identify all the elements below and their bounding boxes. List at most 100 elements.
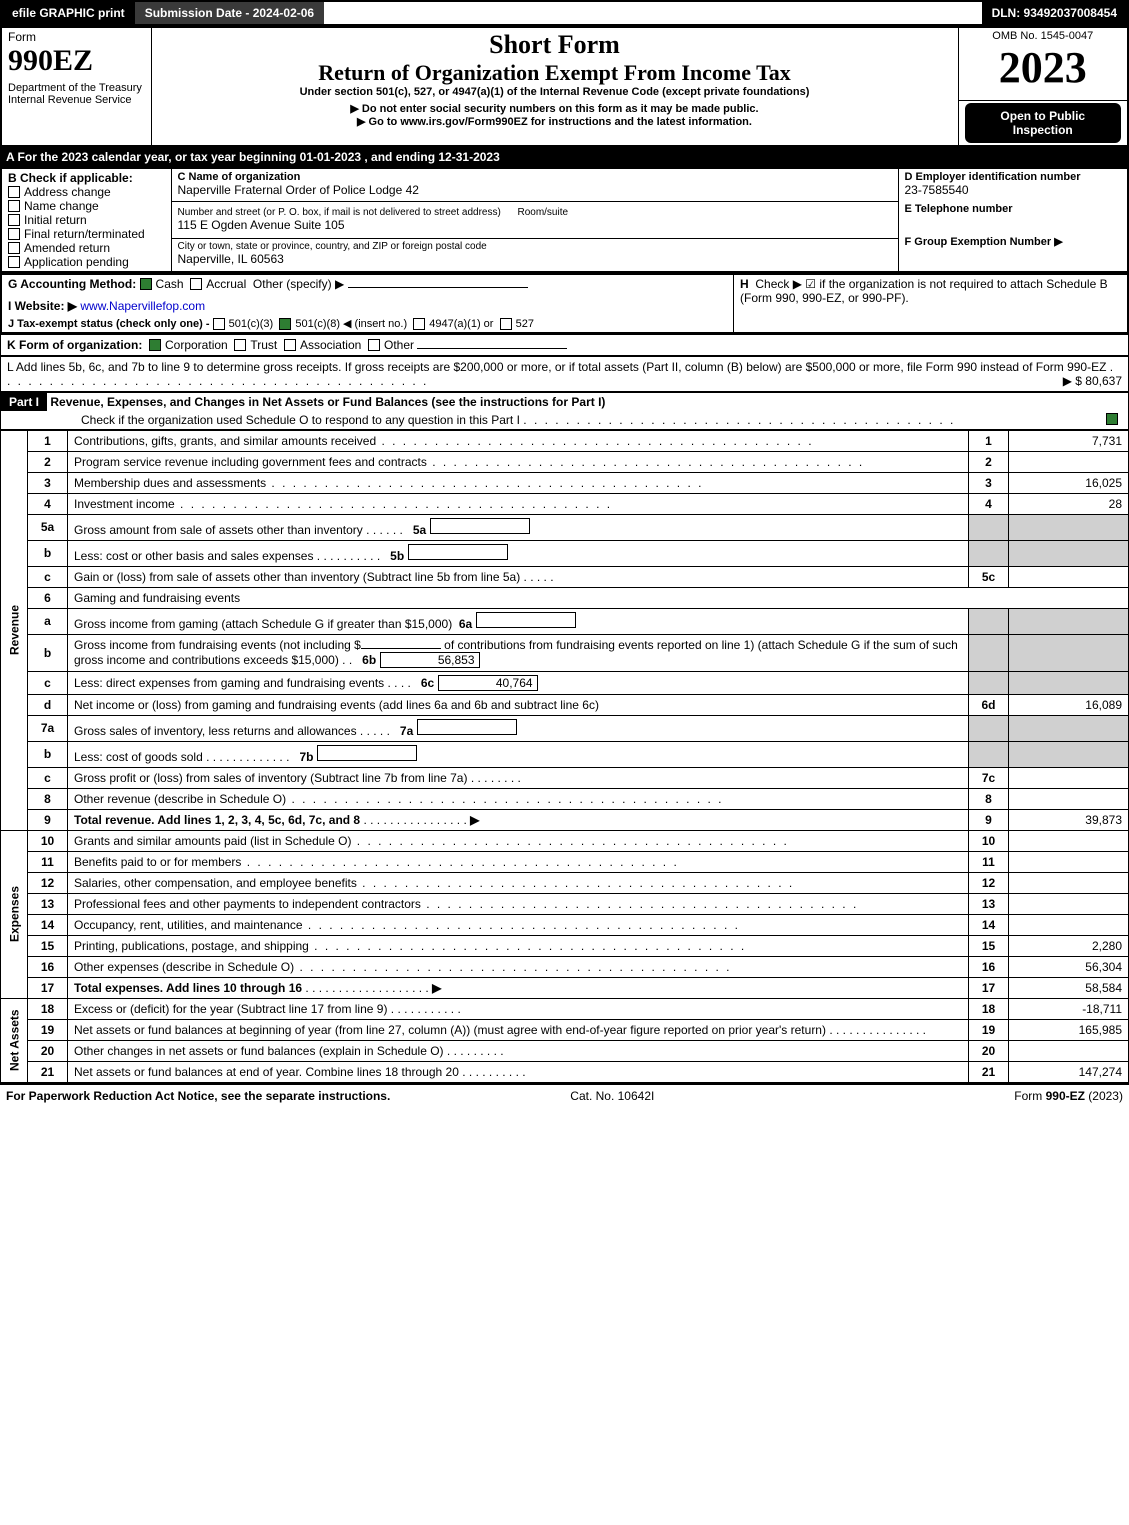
entity-block: B Check if applicable: Address change Na… bbox=[0, 167, 1129, 273]
checkbox-527[interactable] bbox=[500, 318, 512, 330]
form-word: Form bbox=[8, 30, 145, 44]
line-9-num: 9 bbox=[28, 809, 68, 830]
line-14-text: Occupancy, rent, utilities, and maintena… bbox=[68, 914, 969, 935]
checkbox-application-pending[interactable]: Application pending bbox=[8, 255, 165, 269]
line-20-num: 20 bbox=[28, 1040, 68, 1061]
line-6a-text: Gross income from gaming (attach Schedul… bbox=[68, 608, 969, 634]
city-label: City or town, state or province, country… bbox=[178, 241, 892, 252]
line-2-num: 2 bbox=[28, 451, 68, 472]
street-label: Number and street (or P. O. box, if mail… bbox=[178, 207, 501, 218]
checkbox-other[interactable] bbox=[368, 339, 380, 351]
line-6c-text: Less: direct expenses from gaming and fu… bbox=[68, 671, 969, 694]
line-15-num: 15 bbox=[28, 935, 68, 956]
line-6-num: 6 bbox=[28, 587, 68, 608]
section-h-label: H bbox=[740, 277, 749, 291]
top-bar: efile GRAPHIC print Submission Date - 20… bbox=[0, 0, 1129, 26]
ein-value: 23-7585540 bbox=[905, 183, 1122, 197]
dept-label: Department of the Treasury bbox=[8, 82, 145, 94]
website-link[interactable]: www.Napervillefop.com bbox=[80, 299, 205, 313]
checkbox-amended-return[interactable]: Amended return bbox=[8, 241, 165, 255]
checkbox-schedule-o[interactable] bbox=[1106, 413, 1118, 425]
checkbox-name-change[interactable]: Name change bbox=[8, 199, 165, 213]
line-4-num: 4 bbox=[28, 493, 68, 514]
section-d-label: D Employer identification number bbox=[905, 171, 1122, 183]
line-15-text: Printing, publications, postage, and shi… bbox=[68, 935, 969, 956]
line-6b-num: b bbox=[28, 634, 68, 671]
line-6-text: Gaming and fundraising events bbox=[68, 587, 1129, 608]
section-g-label: G Accounting Method: bbox=[8, 277, 136, 291]
ssn-warning: ▶ Do not enter social security numbers o… bbox=[158, 102, 952, 115]
main-title: Return of Organization Exempt From Incom… bbox=[158, 60, 952, 86]
open-to-public-badge: Open to Public Inspection bbox=[965, 103, 1122, 143]
line-6d-num: d bbox=[28, 694, 68, 715]
section-k-label: K Form of organization: bbox=[7, 338, 142, 352]
dln-label: DLN: 93492037008454 bbox=[982, 2, 1127, 24]
line-1-text: Contributions, gifts, grants, and simila… bbox=[68, 430, 969, 451]
line-10-text: Grants and similar amounts paid (list in… bbox=[68, 830, 969, 851]
room-label: Room/suite bbox=[517, 207, 568, 218]
line-8-num: 8 bbox=[28, 788, 68, 809]
gross-receipts-amount: ▶ $ 80,637 bbox=[1063, 374, 1122, 388]
line-7b-text: Less: cost of goods sold . . . . . . . .… bbox=[68, 741, 969, 767]
checkbox-4947[interactable] bbox=[413, 318, 425, 330]
line-5a-num: 5a bbox=[28, 514, 68, 540]
city-value: Naperville, IL 60563 bbox=[178, 252, 892, 266]
line-20-text: Other changes in net assets or fund bala… bbox=[68, 1040, 969, 1061]
irs-label: Internal Revenue Service bbox=[8, 94, 145, 106]
part-1-label: Part I bbox=[1, 393, 47, 411]
section-k: K Form of organization: Corporation Trus… bbox=[0, 334, 1129, 356]
org-name: Naperville Fraternal Order of Police Lod… bbox=[178, 183, 892, 197]
subtitle: Under section 501(c), 527, or 4947(a)(1)… bbox=[158, 86, 952, 98]
line-7a-text: Gross sales of inventory, less returns a… bbox=[68, 715, 969, 741]
checkbox-501c3[interactable] bbox=[213, 318, 225, 330]
line-7c-num: c bbox=[28, 767, 68, 788]
checkbox-cash[interactable] bbox=[140, 278, 152, 290]
efile-print-label[interactable]: efile GRAPHIC print bbox=[2, 2, 135, 24]
section-j-label: J Tax-exempt status (check only one) - bbox=[8, 318, 210, 330]
tax-year: 2023 bbox=[965, 42, 1122, 93]
line-19-text: Net assets or fund balances at beginning… bbox=[68, 1019, 969, 1040]
instructions-link[interactable]: ▶ Go to www.irs.gov/Form990EZ for instru… bbox=[158, 115, 952, 128]
part-1-sub: Check if the organization used Schedule … bbox=[81, 413, 520, 427]
checkbox-trust[interactable] bbox=[234, 339, 246, 351]
section-e-label: E Telephone number bbox=[905, 203, 1122, 215]
other-specify: Other (specify) ▶ bbox=[253, 277, 344, 291]
footer-mid: Cat. No. 10642I bbox=[570, 1089, 654, 1103]
checkbox-association[interactable] bbox=[284, 339, 296, 351]
line-5b-num: b bbox=[28, 540, 68, 566]
section-c-label: C Name of organization bbox=[178, 171, 892, 183]
short-form-title: Short Form bbox=[158, 30, 952, 60]
line-16-text: Other expenses (describe in Schedule O) bbox=[68, 956, 969, 977]
line-17-num: 17 bbox=[28, 977, 68, 998]
line-21-num: 21 bbox=[28, 1061, 68, 1082]
checkbox-corporation[interactable] bbox=[149, 339, 161, 351]
part-1-table: Revenue 1 Contributions, gifts, grants, … bbox=[0, 430, 1129, 1083]
revenue-sidelabel: Revenue bbox=[1, 430, 28, 830]
line-6c-num: c bbox=[28, 671, 68, 694]
line-9-text: Total revenue. Add lines 1, 2, 3, 4, 5c,… bbox=[68, 809, 969, 830]
line-6a-num: a bbox=[28, 608, 68, 634]
footer-right: Form 990-EZ (2023) bbox=[1014, 1089, 1123, 1103]
checkbox-final-return[interactable]: Final return/terminated bbox=[8, 227, 165, 241]
section-b-label: B Check if applicable: bbox=[8, 171, 165, 185]
line-14-num: 14 bbox=[28, 914, 68, 935]
line-3-text: Membership dues and assessments bbox=[68, 472, 969, 493]
line-17-text: Total expenses. Add lines 10 through 16 … bbox=[68, 977, 969, 998]
section-i-label: I Website: ▶ bbox=[8, 299, 77, 313]
line-13-text: Professional fees and other payments to … bbox=[68, 893, 969, 914]
checkbox-501c[interactable] bbox=[279, 318, 291, 330]
line-4-text: Investment income bbox=[68, 493, 969, 514]
checkbox-address-change[interactable]: Address change bbox=[8, 185, 165, 199]
checkbox-initial-return[interactable]: Initial return bbox=[8, 213, 165, 227]
checkbox-accrual[interactable] bbox=[190, 278, 202, 290]
line-5a-text: Gross amount from sale of assets other t… bbox=[68, 514, 969, 540]
line-10-num: 10 bbox=[28, 830, 68, 851]
expenses-sidelabel: Expenses bbox=[1, 830, 28, 998]
line-2-text: Program service revenue including govern… bbox=[68, 451, 969, 472]
line-6d-text: Net income or (loss) from gaming and fun… bbox=[68, 694, 969, 715]
submission-date-label: Submission Date - 2024-02-06 bbox=[135, 2, 324, 24]
line-1-num: 1 bbox=[28, 430, 68, 451]
street-value: 115 E Ogden Avenue Suite 105 bbox=[178, 218, 892, 232]
omb-number: OMB No. 1545-0047 bbox=[965, 30, 1122, 42]
line-7b-num: b bbox=[28, 741, 68, 767]
